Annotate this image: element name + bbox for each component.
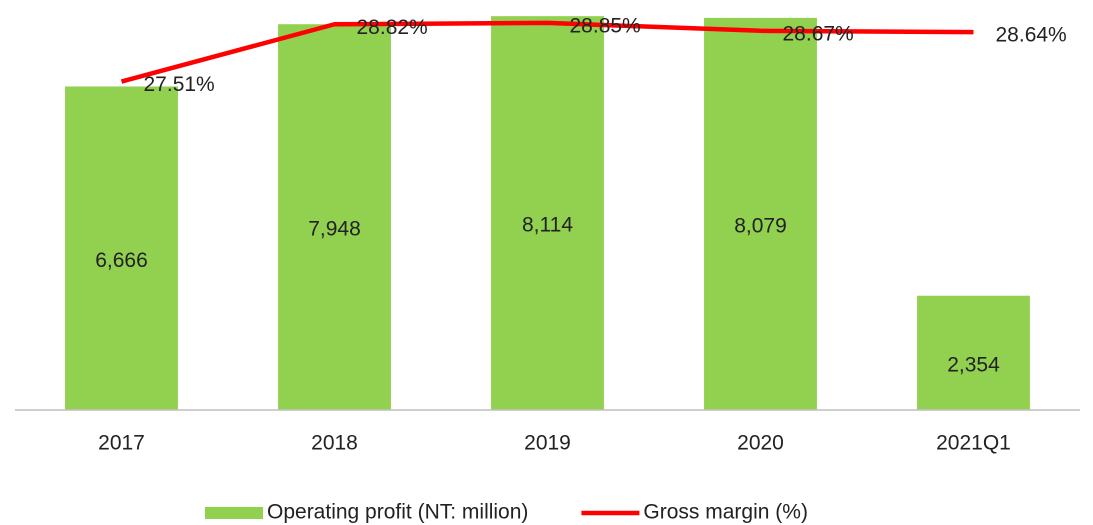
data-label: 28.67% [783, 22, 854, 45]
data-label: 28.82% [357, 16, 428, 39]
data-label: 8,114 [522, 214, 573, 237]
data-label: 2,354 [947, 353, 1000, 376]
bar [704, 17, 817, 411]
data-label: 6,666 [95, 249, 148, 272]
data-label: 7,948 [308, 218, 361, 241]
bar [917, 295, 1030, 410]
bar [278, 24, 391, 410]
bar [65, 86, 178, 410]
x-tick-label: 2019 [524, 432, 571, 455]
x-tick-label: 2018 [311, 432, 358, 455]
data-label: 28.64% [996, 24, 1067, 47]
bar [491, 16, 604, 411]
data-label: 28.85% [570, 14, 641, 37]
legend-label: Operating profit (NT: million) [267, 501, 528, 524]
data-label: 27.51% [144, 73, 215, 96]
x-tick-label: 2021Q1 [936, 432, 1011, 455]
legend-swatch [205, 507, 263, 519]
x-tick-label: 2017 [98, 432, 145, 455]
data-label: 8,079 [734, 214, 787, 237]
line [120, 20, 974, 84]
legend-label: Gross margin (%) [643, 501, 808, 524]
x-tick-label: 2020 [737, 432, 784, 455]
